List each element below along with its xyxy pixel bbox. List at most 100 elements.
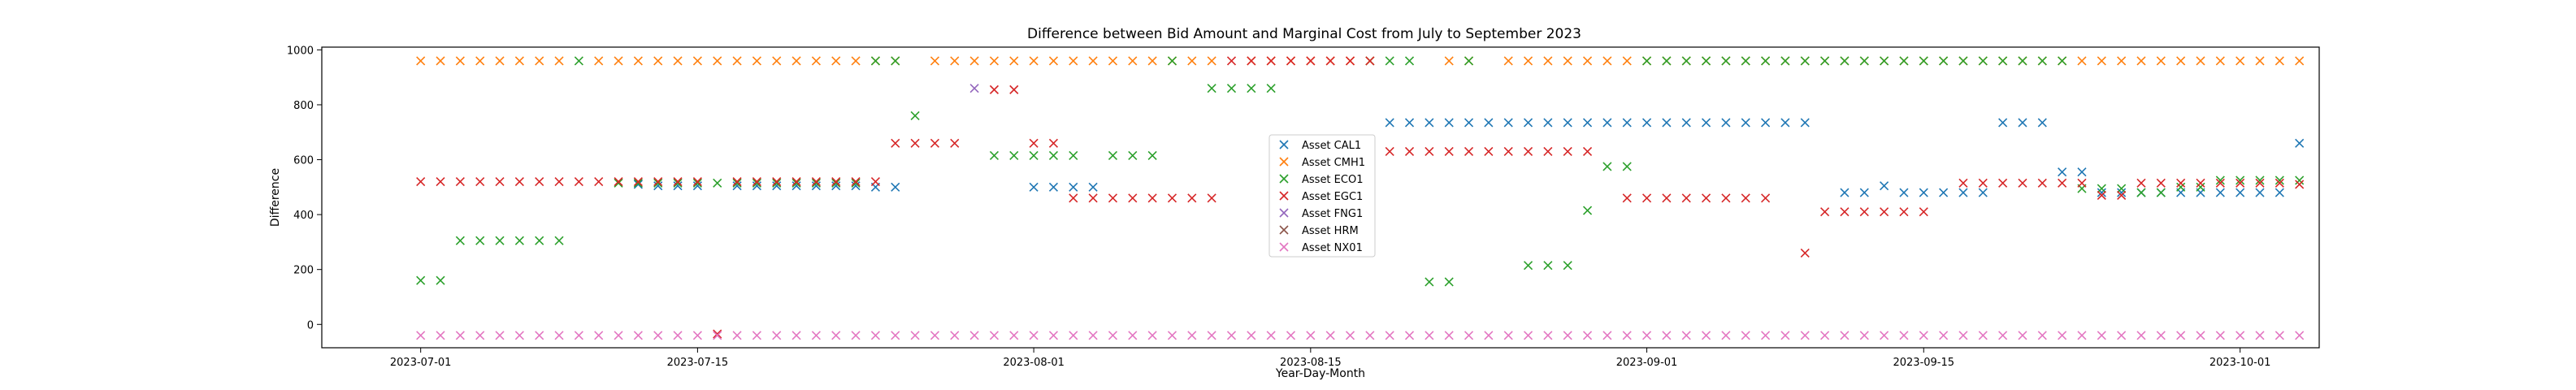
data-point <box>633 331 643 340</box>
data-point <box>1325 331 1335 340</box>
data-point <box>1464 146 1474 156</box>
data-point <box>1899 207 1909 217</box>
series-asset-nx01 <box>416 331 2305 340</box>
data-point <box>692 181 702 191</box>
x-tick-label: 2023-07-01 <box>390 357 452 369</box>
data-point <box>1662 193 1672 203</box>
data-point <box>1880 56 1889 66</box>
data-point <box>772 331 782 340</box>
data-point <box>2255 331 2265 340</box>
data-point <box>554 56 564 66</box>
data-point <box>1266 56 1276 66</box>
data-point <box>1543 146 1553 156</box>
data-point <box>2117 331 2127 340</box>
data-point <box>2077 178 2087 188</box>
data-point <box>514 331 524 340</box>
data-point <box>1286 56 1296 66</box>
data-point <box>673 177 683 187</box>
series-asset-eco1 <box>416 56 2305 287</box>
data-point <box>969 331 979 340</box>
data-point <box>1919 331 1928 340</box>
data-point <box>436 331 445 340</box>
data-point <box>1069 150 1078 161</box>
data-point <box>2018 56 2027 66</box>
data-point <box>1048 56 1059 66</box>
data-point <box>1761 56 1771 66</box>
data-point <box>1207 193 1216 203</box>
data-point <box>1247 84 1256 93</box>
data-point <box>2196 178 2205 188</box>
data-point <box>2176 182 2186 192</box>
data-point <box>1939 188 1949 197</box>
data-point <box>1385 118 1394 128</box>
x-tick-label: 2023-08-15 <box>1280 357 1342 369</box>
data-point <box>2058 331 2067 340</box>
data-point <box>1404 146 1415 156</box>
data-point <box>1820 56 1830 66</box>
data-point <box>713 56 722 66</box>
data-point <box>713 178 722 188</box>
data-point <box>1582 206 1593 215</box>
data-point <box>1088 331 1098 340</box>
data-point <box>1523 56 1533 66</box>
data-point <box>1108 56 1118 66</box>
data-point <box>653 178 663 188</box>
x-tick-label: 2023-10-01 <box>2210 357 2271 369</box>
data-point <box>752 56 761 66</box>
data-point <box>514 236 524 245</box>
data-point <box>811 331 821 340</box>
data-point <box>1919 56 1928 66</box>
data-point <box>1641 331 1652 340</box>
data-point <box>2136 56 2146 66</box>
data-point <box>1167 331 1177 340</box>
data-point <box>1484 331 1494 340</box>
data-point <box>1780 56 1790 66</box>
data-point <box>1543 118 1553 128</box>
data-point <box>2275 176 2284 185</box>
data-point <box>2037 118 2047 128</box>
data-point <box>614 177 623 187</box>
data-point <box>653 56 663 66</box>
data-point <box>1464 331 1474 340</box>
data-point <box>791 178 801 188</box>
data-point <box>1464 118 1474 128</box>
data-point <box>1800 118 1810 128</box>
data-point <box>732 177 742 187</box>
legend-marker <box>1279 208 1289 218</box>
data-point <box>633 56 643 66</box>
data-point <box>930 56 940 66</box>
data-point <box>1958 331 1968 340</box>
data-point <box>811 56 821 66</box>
data-point <box>1681 118 1691 128</box>
data-point <box>1563 261 1572 271</box>
y-tick-label: 0 <box>307 319 314 332</box>
data-point <box>1721 56 1731 66</box>
data-point <box>2236 331 2245 340</box>
data-point <box>2097 56 2106 66</box>
data-point <box>1939 56 1949 66</box>
x-tick-label: 2023-09-01 <box>1616 357 1678 369</box>
data-point <box>1761 118 1771 128</box>
data-point <box>1880 181 1889 191</box>
data-point <box>891 138 900 148</box>
data-point <box>1108 331 1118 340</box>
data-point <box>2255 188 2265 197</box>
data-point <box>2215 176 2225 185</box>
data-point <box>1978 178 1988 188</box>
data-point <box>1128 56 1138 66</box>
data-point <box>1009 56 1019 66</box>
data-point <box>713 329 722 339</box>
data-point <box>535 236 544 245</box>
data-point <box>1404 56 1415 66</box>
data-point <box>1207 84 1216 93</box>
data-point <box>673 331 683 340</box>
legend-marker <box>1279 174 1289 184</box>
data-point <box>1147 56 1157 66</box>
data-point <box>732 178 742 188</box>
data-point <box>2236 188 2245 197</box>
data-point <box>870 56 880 66</box>
data-point <box>1048 138 1059 148</box>
data-point <box>772 56 782 66</box>
data-point <box>455 177 465 187</box>
data-point <box>1761 331 1771 340</box>
